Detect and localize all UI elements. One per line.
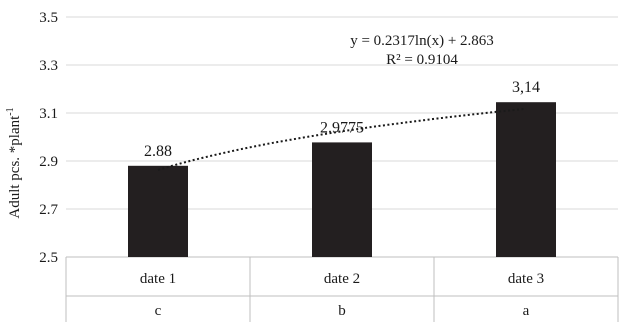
significance-group-label: a <box>523 303 530 319</box>
bar-3 <box>496 102 556 257</box>
x-category-label: date 1 <box>140 271 176 287</box>
y-tick-label: 3.1 <box>39 106 58 122</box>
bars <box>128 102 556 257</box>
trendline <box>157 107 527 171</box>
x-category-label: date 3 <box>508 271 544 287</box>
significance-group-label: c <box>155 303 162 319</box>
bar-2 <box>312 142 372 257</box>
y-axis-label: Adult pcs. *plant-1 <box>5 107 23 218</box>
y-axis-label-superscript: -1 <box>5 107 16 115</box>
y-tick-label: 2.9 <box>39 154 58 170</box>
data-labels: 2.88 2.9775 3,14 <box>144 79 540 160</box>
trendline-group <box>157 107 527 171</box>
x-axis-table: date 1 c date 2 b date 3 a <box>65 257 619 322</box>
trendline-r-squared: R² = 0.9104 <box>386 52 458 68</box>
y-tick-labels: 2.5 2.7 2.9 3.1 3.3 3.5 <box>39 10 58 266</box>
y-tick-label: 3.5 <box>39 10 58 26</box>
bar-1 <box>128 165 188 257</box>
data-label-1: 2.88 <box>144 143 172 160</box>
significance-group-label: b <box>338 303 346 319</box>
y-tick-label: 2.5 <box>39 250 58 266</box>
data-label-2: 2.9775 <box>320 119 364 136</box>
trendline-equation: y = 0.2317ln(x) + 2.863 <box>350 33 494 49</box>
y-axis-label-main: Adult pcs. *plant <box>7 115 23 219</box>
y-tick-label: 3.3 <box>39 58 58 74</box>
data-label-3: 3,14 <box>512 79 540 96</box>
y-tick-label: 2.7 <box>39 202 58 218</box>
x-category-label: date 2 <box>324 271 360 287</box>
